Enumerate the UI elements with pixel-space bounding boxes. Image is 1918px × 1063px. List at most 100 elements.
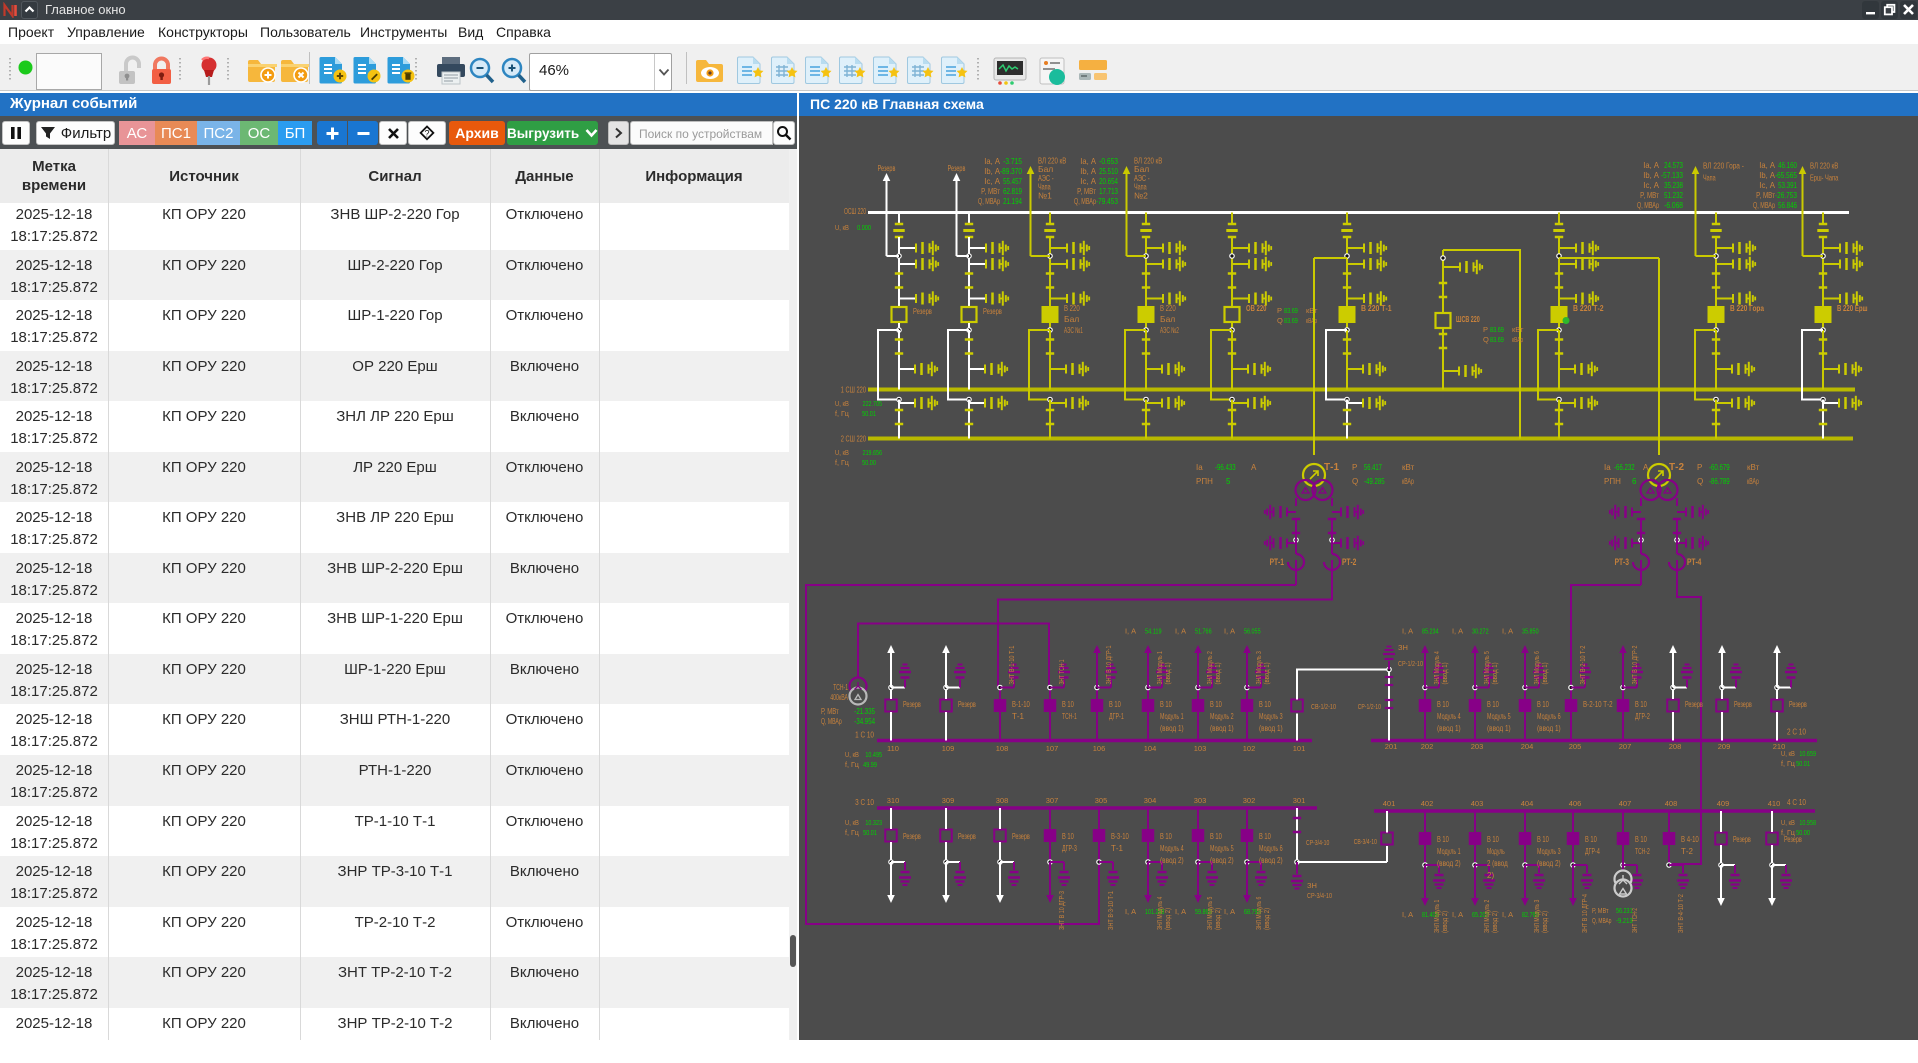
svg-text:2 С 10: 2 С 10 xyxy=(1787,727,1806,737)
svg-text:10.323: 10.323 xyxy=(865,818,882,827)
svg-text:24.573: 24.573 xyxy=(1664,160,1683,170)
svg-text:-49.285: -49.285 xyxy=(1364,477,1385,486)
svg-text:204: 204 xyxy=(1521,742,1534,751)
svg-text:Q, МВАр: Q, МВАр xyxy=(821,717,842,726)
svg-text:-66.232: -66.232 xyxy=(1614,463,1635,472)
svg-text:Бал: Бал xyxy=(1160,314,1175,324)
svg-text:ДГР-3: ДГР-3 xyxy=(1062,844,1077,853)
svg-text:103: 103 xyxy=(1194,744,1207,753)
svg-text:(ввод 1): (ввод 1) xyxy=(1163,662,1172,685)
svg-text:Резерв: Резерв xyxy=(913,306,932,316)
svg-text:Т-2: Т-2 xyxy=(1681,847,1694,856)
svg-text:210: 210 xyxy=(1773,742,1786,751)
svg-text:(ввод 2): (ввод 2) xyxy=(1537,859,1561,868)
svg-text:107: 107 xyxy=(1046,744,1059,753)
svg-text:Ib, А: Ib, А xyxy=(1080,166,1096,176)
svg-text:ОСШ 220: ОСШ 220 xyxy=(844,206,866,216)
svg-text:-96.433: -96.433 xyxy=(1215,463,1236,472)
svg-text:301: 301 xyxy=(1293,796,1306,805)
svg-text:СР-3/4-10: СР-3/4-10 xyxy=(1306,840,1329,847)
svg-text:U, кВ: U, кВ xyxy=(835,448,849,457)
svg-text:В 220: В 220 xyxy=(1160,303,1176,313)
svg-text:62.819: 62.819 xyxy=(1003,186,1022,196)
svg-text:U, кВ: U, кВ xyxy=(845,750,859,759)
svg-text:35.238: 35.238 xyxy=(1664,180,1683,190)
svg-text:Q, МВАр: Q, МВАр xyxy=(978,196,1000,206)
svg-text:№1: №1 xyxy=(1038,191,1052,201)
svg-text:ЗНЛ Модуль 2: ЗНЛ Модуль 2 xyxy=(1205,651,1214,684)
svg-text:В-3-10: В-3-10 xyxy=(1111,832,1129,841)
svg-text:I, А: I, А xyxy=(1175,907,1186,916)
svg-text:(ввод 2): (ввод 2) xyxy=(1440,910,1449,933)
svg-text:ВЛ 220 Гора -: ВЛ 220 Гора - xyxy=(1703,160,1744,170)
svg-text:Модуль 5: Модуль 5 xyxy=(1487,712,1511,721)
svg-text:(ввод 2): (ввод 2) xyxy=(1213,907,1222,930)
svg-text:СР-1/2-10: СР-1/2-10 xyxy=(1398,659,1423,668)
svg-text:Ic, А: Ic, А xyxy=(1759,180,1775,190)
svg-text:В 10: В 10 xyxy=(1210,700,1222,709)
svg-text:В 10: В 10 xyxy=(1210,832,1222,841)
svg-text:АЭС -: АЭС - xyxy=(1038,173,1054,183)
svg-text:Q: Q xyxy=(1483,335,1489,344)
svg-text:20.654: 20.654 xyxy=(1099,176,1118,186)
svg-text:В 10: В 10 xyxy=(1487,835,1499,844)
svg-text:РПН: РПН xyxy=(1196,477,1213,486)
svg-text:Модуль 4: Модуль 4 xyxy=(1437,712,1461,721)
svg-text:№2: №2 xyxy=(1134,191,1148,201)
svg-text:101: 101 xyxy=(1293,744,1306,753)
svg-text:Т-1: Т-1 xyxy=(1012,712,1025,721)
svg-text:-86.789: -86.789 xyxy=(1709,477,1730,486)
svg-text:(ввод 1): (ввод 1) xyxy=(1437,724,1461,733)
svg-text:РТ-1: РТ-1 xyxy=(1270,557,1284,567)
svg-text:ЗНЛ Модуль 5: ЗНЛ Модуль 5 xyxy=(1205,897,1214,930)
svg-text:302: 302 xyxy=(1243,796,1256,805)
svg-text:-60.679: -60.679 xyxy=(1709,463,1730,472)
svg-text:Модуль 3: Модуль 3 xyxy=(1537,847,1561,856)
svg-text:Модуль 2: Модуль 2 xyxy=(1210,712,1234,721)
svg-text:ЗНЛ Модуль 1: ЗНЛ Модуль 1 xyxy=(1155,651,1164,684)
svg-text:Ic, А: Ic, А xyxy=(984,176,1000,186)
svg-text:U, кВ: U, кВ xyxy=(835,399,849,408)
svg-text:ЗНТ В 10 ДГР-1: ЗНТ В 10 ДГР-1 xyxy=(1104,646,1113,685)
svg-text:310: 310 xyxy=(887,796,900,805)
svg-text:10.659: 10.659 xyxy=(1799,749,1816,758)
svg-text:59.865: 59.865 xyxy=(1195,907,1212,916)
svg-text:85.234: 85.234 xyxy=(1422,627,1439,636)
svg-text:53.391: 53.391 xyxy=(1778,180,1797,190)
svg-text:В 10: В 10 xyxy=(1160,700,1172,709)
svg-text:17.713: 17.713 xyxy=(1099,186,1118,196)
svg-text:Резерв: Резерв xyxy=(903,832,921,841)
svg-text:51.766: 51.766 xyxy=(1195,627,1212,636)
svg-text:81.406: 81.406 xyxy=(1422,910,1439,919)
svg-text:P, МВт: P, МВт xyxy=(1640,190,1659,200)
svg-text:Т-2: Т-2 xyxy=(1669,462,1684,473)
svg-text:(ввод 1): (ввод 1) xyxy=(1259,724,1283,733)
svg-text:ОВ 220: ОВ 220 xyxy=(1246,303,1267,313)
svg-text:кВт: кВт xyxy=(1512,325,1524,334)
svg-text:203: 203 xyxy=(1471,742,1484,751)
svg-text:2 (ввод: 2 (ввод xyxy=(1487,859,1508,868)
svg-text:U, кВ: U, кВ xyxy=(835,223,849,232)
svg-text:Ib, А: Ib, А xyxy=(1643,170,1659,180)
svg-text:РПН: РПН xyxy=(1604,477,1621,486)
svg-text:АЭС №1: АЭС №1 xyxy=(1064,325,1083,335)
svg-text:(ввод 1): (ввод 1) xyxy=(1487,724,1511,733)
svg-text:303: 303 xyxy=(1194,796,1207,805)
svg-text:ТСН-2: ТСН-2 xyxy=(1635,847,1650,856)
svg-text:P: P xyxy=(1483,325,1488,334)
svg-text:I, А: I, А xyxy=(1125,907,1136,916)
svg-text:83.69: 83.69 xyxy=(1284,306,1298,315)
svg-text:408: 408 xyxy=(1665,799,1678,808)
svg-text:В 220: В 220 xyxy=(1064,303,1080,313)
svg-text:f, Гц: f, Гц xyxy=(845,828,860,837)
svg-text:В 10: В 10 xyxy=(1259,700,1271,709)
svg-text:СР-3/4-10: СР-3/4-10 xyxy=(1307,891,1332,900)
svg-text:54.119: 54.119 xyxy=(1145,627,1162,636)
svg-text:402: 402 xyxy=(1421,799,1434,808)
svg-text:2): 2) xyxy=(1487,871,1494,880)
svg-text:В 220 Ерш: В 220 Ерш xyxy=(1837,303,1868,313)
svg-text:ЗНЛ Модуль 6: ЗНЛ Модуль 6 xyxy=(1254,897,1263,930)
svg-text:Ib, А: Ib, А xyxy=(984,166,1000,176)
svg-text:ЗНТ В 10 ДГР-3: ЗНТ В 10 ДГР-3 xyxy=(1057,891,1066,930)
svg-text:Модуль: Модуль xyxy=(1487,847,1505,856)
